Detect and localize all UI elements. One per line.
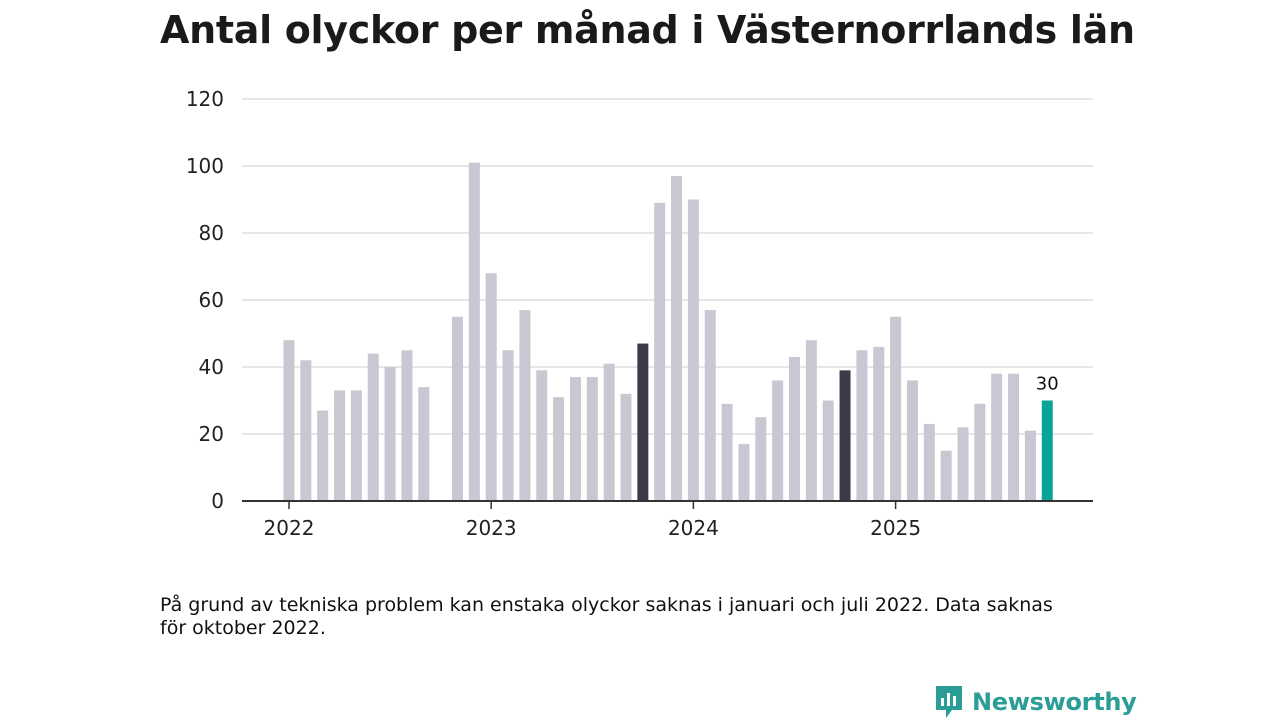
bar-2023-10 bbox=[637, 343, 649, 501]
bar-2025-05 bbox=[957, 427, 969, 501]
bar-2022-07 bbox=[384, 367, 396, 501]
bar-2025-02 bbox=[906, 380, 918, 501]
bar-2025-09 bbox=[1024, 430, 1036, 501]
labels: 0 20 40 60 80 100 120 2022 2023 2024 2025 30 bbox=[186, 87, 1059, 540]
x-tick-label: 2022 bbox=[264, 516, 315, 540]
bar-2023-01 bbox=[485, 273, 497, 501]
bar-2022-08 bbox=[401, 350, 413, 501]
bars bbox=[283, 162, 1053, 502]
bar-2022-03 bbox=[317, 410, 329, 501]
bar-2025-01 bbox=[890, 316, 902, 501]
brand-name: Newsworthy bbox=[972, 688, 1137, 716]
bar-2025-06 bbox=[974, 403, 986, 501]
bar-2022-02 bbox=[300, 360, 312, 501]
x-tick-label: 2023 bbox=[466, 516, 517, 540]
bar-2023-03 bbox=[519, 310, 531, 501]
bar-2022-12 bbox=[468, 162, 480, 501]
y-tick-label: 60 bbox=[199, 288, 224, 312]
bar-2025-03 bbox=[923, 423, 935, 501]
bar-2022-06 bbox=[367, 353, 379, 501]
bar-2023-08 bbox=[603, 363, 615, 501]
brand-logo[interactable]: Newsworthy bbox=[934, 684, 1137, 720]
bar-2025-08 bbox=[1008, 373, 1020, 501]
bar-2022-09 bbox=[418, 387, 430, 501]
y-tick-label: 100 bbox=[186, 154, 224, 178]
bar-2023-02 bbox=[502, 350, 514, 501]
x-tick-label: 2024 bbox=[668, 516, 719, 540]
gridlines bbox=[242, 98, 1093, 435]
bar-chart: 0 20 40 60 80 100 120 2022 2023 2024 2025 30 bbox=[186, 87, 1093, 540]
bar-2024-07 bbox=[789, 356, 800, 501]
x-axis bbox=[242, 500, 1093, 509]
bar-2025-04 bbox=[940, 450, 952, 501]
bar-2025-07 bbox=[991, 373, 1003, 501]
y-tick-label: 120 bbox=[186, 87, 224, 111]
bar-2022-04 bbox=[334, 390, 346, 501]
bar-2024-06 bbox=[772, 380, 784, 501]
bar-2025-10 bbox=[1041, 400, 1053, 501]
bar-2023-06 bbox=[569, 377, 581, 501]
bar-2024-11 bbox=[856, 350, 868, 501]
newsworthy-logo-icon bbox=[936, 686, 962, 718]
bar-2023-12 bbox=[671, 176, 683, 502]
y-tick-label: 20 bbox=[199, 422, 224, 446]
bar-2023-11 bbox=[654, 202, 666, 501]
bar-2024-12 bbox=[873, 346, 885, 501]
bar-2024-01 bbox=[687, 199, 699, 501]
bar-2024-04 bbox=[738, 444, 750, 501]
chart-title: Antal olyckor per månad i Västernorrland… bbox=[160, 8, 1135, 52]
bar-2024-03 bbox=[721, 403, 733, 501]
y-tick-label: 40 bbox=[199, 355, 224, 379]
bar-2022-01 bbox=[283, 340, 295, 501]
bar-2023-04 bbox=[536, 370, 548, 501]
bar-2023-09 bbox=[620, 393, 632, 501]
y-tick-label: 80 bbox=[199, 221, 224, 245]
data-label: 30 bbox=[1036, 374, 1059, 395]
y-tick-label: 0 bbox=[211, 489, 224, 513]
bar-2024-08 bbox=[805, 340, 817, 501]
footnote: På grund av tekniska problem kan enstaka… bbox=[160, 594, 1053, 639]
bar-2024-05 bbox=[755, 417, 767, 501]
bar-2024-09 bbox=[822, 400, 834, 501]
bar-2022-05 bbox=[350, 390, 362, 501]
x-tick-label: 2025 bbox=[870, 516, 921, 540]
bar-2022-11 bbox=[452, 316, 463, 501]
bar-2024-10 bbox=[839, 370, 851, 501]
bar-2024-02 bbox=[704, 310, 716, 501]
bar-2023-05 bbox=[553, 397, 565, 501]
bar-2023-07 bbox=[586, 377, 598, 501]
